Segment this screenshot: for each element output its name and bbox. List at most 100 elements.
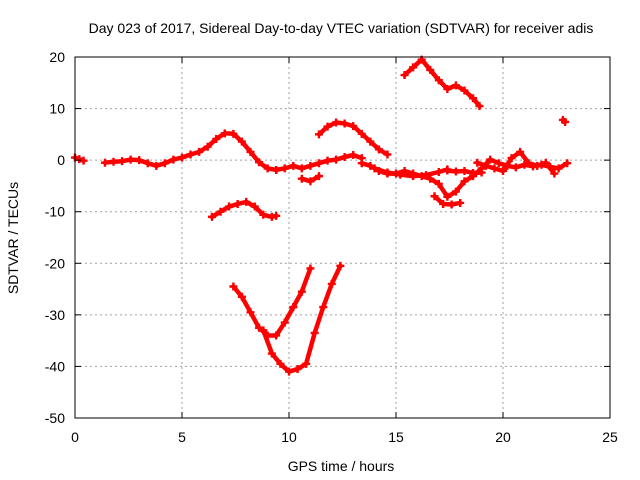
data-point bbox=[541, 158, 550, 167]
data-point bbox=[469, 94, 478, 103]
x-tick-label: 25 bbox=[602, 429, 618, 445]
data-point bbox=[447, 200, 456, 209]
data-point bbox=[207, 212, 216, 221]
data-point bbox=[314, 159, 323, 168]
data-point bbox=[439, 199, 448, 208]
data-point bbox=[443, 84, 452, 93]
data-point bbox=[357, 159, 366, 168]
series-arc-a bbox=[71, 153, 88, 165]
data-point bbox=[160, 159, 169, 168]
data-point bbox=[255, 323, 264, 332]
data-point bbox=[319, 303, 328, 312]
data-point bbox=[409, 172, 418, 181]
data-point bbox=[280, 318, 289, 327]
data-point bbox=[561, 117, 570, 126]
data-point bbox=[237, 292, 246, 301]
data-point bbox=[229, 129, 238, 138]
series-arc-d bbox=[357, 155, 572, 201]
data-point bbox=[310, 328, 319, 337]
series-arc-m bbox=[259, 261, 345, 376]
data-point bbox=[272, 165, 281, 174]
data-point bbox=[100, 158, 109, 167]
data-point bbox=[220, 129, 229, 138]
series-arc-j bbox=[207, 197, 281, 221]
data-point bbox=[233, 199, 242, 208]
data-point bbox=[396, 170, 405, 179]
data-point bbox=[259, 326, 268, 335]
data-point bbox=[332, 155, 341, 164]
data-point bbox=[306, 264, 315, 273]
data-point bbox=[524, 159, 533, 168]
data-point bbox=[443, 192, 452, 201]
data-point bbox=[306, 161, 315, 170]
data-point bbox=[349, 122, 358, 131]
data-point bbox=[246, 308, 255, 317]
data-point bbox=[520, 160, 529, 169]
data-point bbox=[370, 164, 379, 173]
axis-ticks: 0 5 10 15 20 25 -50 -40 -30 -20 -10 0 10 20 bbox=[45, 49, 618, 445]
data-point bbox=[507, 154, 516, 163]
data-point bbox=[255, 158, 264, 167]
series-arc-l bbox=[229, 264, 315, 340]
data-point bbox=[327, 279, 336, 288]
data-point bbox=[340, 119, 349, 128]
data-point bbox=[302, 359, 311, 368]
series-trace bbox=[261, 263, 343, 374]
data-point bbox=[332, 118, 341, 127]
series-arc-n bbox=[473, 147, 559, 178]
data-point bbox=[272, 331, 281, 340]
data-point bbox=[285, 367, 293, 376]
y-tick-label: -20 bbox=[45, 255, 65, 271]
data-point bbox=[383, 168, 392, 177]
data-point bbox=[178, 153, 186, 162]
data-point bbox=[289, 161, 298, 170]
data-point bbox=[143, 159, 152, 168]
data-point bbox=[237, 137, 246, 146]
data-point bbox=[366, 137, 375, 146]
series-arc-h bbox=[314, 118, 392, 159]
series-arc-i bbox=[400, 55, 484, 110]
data-point bbox=[126, 155, 135, 164]
data-point bbox=[203, 142, 212, 151]
y-tick-label: -50 bbox=[45, 410, 65, 426]
data-point bbox=[533, 161, 542, 170]
data-point bbox=[212, 134, 221, 143]
series-arc-b bbox=[100, 129, 281, 174]
data-point bbox=[443, 166, 452, 175]
data-point bbox=[109, 157, 118, 166]
data-point bbox=[490, 164, 499, 173]
data-point bbox=[250, 202, 259, 211]
y-tick-label: 20 bbox=[49, 49, 65, 65]
data-point bbox=[195, 147, 204, 156]
data-point bbox=[563, 159, 572, 168]
data-point bbox=[349, 150, 358, 159]
y-tick-label: -30 bbox=[45, 307, 65, 323]
data-point bbox=[246, 147, 255, 156]
data-point bbox=[336, 261, 345, 270]
data-point bbox=[340, 153, 349, 162]
data-point bbox=[293, 365, 302, 374]
data-point bbox=[280, 164, 289, 173]
data-point bbox=[494, 159, 503, 168]
x-tick-label: 5 bbox=[178, 429, 186, 445]
data-point bbox=[289, 303, 298, 312]
data-point bbox=[297, 164, 306, 173]
data-point bbox=[434, 168, 443, 177]
data-point bbox=[421, 171, 430, 180]
data-point bbox=[426, 65, 435, 74]
x-axis-label: GPS time / hours bbox=[288, 458, 395, 474]
data-point bbox=[225, 202, 234, 211]
data-point bbox=[430, 192, 439, 201]
series-trace bbox=[475, 149, 557, 176]
data-point bbox=[486, 155, 495, 164]
series-arc-g bbox=[443, 166, 486, 178]
data-point bbox=[434, 179, 443, 188]
data-point bbox=[118, 157, 127, 166]
data-point bbox=[323, 122, 332, 131]
data-point bbox=[242, 197, 251, 206]
data-point bbox=[314, 172, 323, 181]
data-point bbox=[216, 207, 225, 216]
data-point bbox=[460, 166, 469, 175]
data-point bbox=[169, 155, 178, 164]
y-tick-label: 0 bbox=[57, 152, 65, 168]
